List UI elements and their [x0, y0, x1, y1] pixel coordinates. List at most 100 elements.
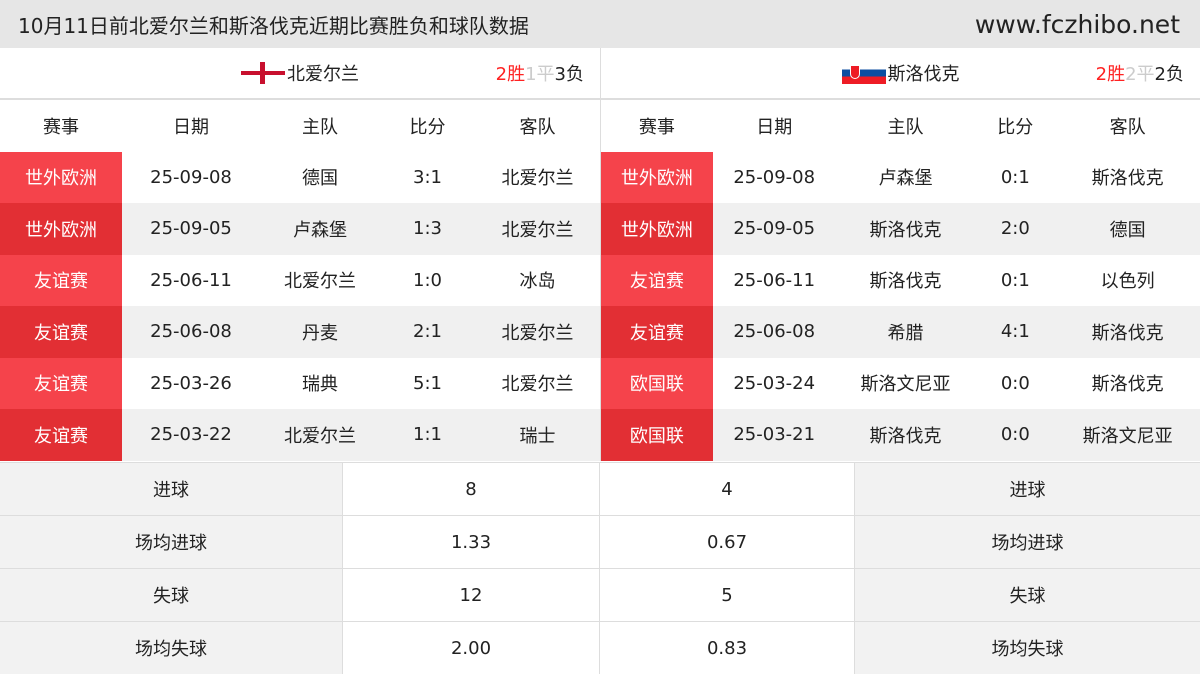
date-cell: 25-09-05	[150, 218, 232, 240]
date-cell: 25-09-05	[733, 218, 816, 240]
away-team-cell: 北爱尔兰	[501, 168, 574, 190]
column-header-row: 赛事 日期 主队 比分 客队	[0, 100, 600, 152]
losses: 2负	[1154, 64, 1184, 85]
score-cell: 1:3	[413, 218, 442, 240]
match-row[interactable]: 欧国联 25-03-24 斯洛文尼亚 0:0 斯洛伐克	[601, 357, 1200, 409]
right-stat-value: 0.83	[600, 622, 855, 674]
competition-cell: 友谊赛	[0, 357, 122, 409]
column-header: 日期	[756, 116, 793, 138]
home-team-cell: 卢森堡	[293, 219, 347, 241]
wins: 2胜	[1095, 64, 1126, 85]
column-header: 赛事	[638, 116, 675, 138]
score-cell: 2:0	[1000, 218, 1030, 240]
date-cell: 25-03-22	[150, 424, 232, 446]
date-cell: 25-06-08	[150, 321, 232, 343]
match-row[interactable]: 友谊赛 25-06-08 丹麦 2:1 北爱尔兰	[0, 306, 600, 358]
stat-label: 场均失球	[855, 622, 1200, 674]
away-team-cell: 斯洛伐克	[1091, 168, 1164, 190]
competition-cell: 欧国联	[601, 357, 713, 409]
competition-cell: 世外欧洲	[601, 151, 713, 203]
competition-cell: 友谊赛	[0, 254, 122, 306]
column-header: 比分	[997, 116, 1034, 138]
away-team-cell: 斯洛伐克	[1091, 322, 1164, 344]
competition-cell: 世外欧洲	[601, 203, 713, 255]
team-name[interactable]: 斯洛伐克	[887, 64, 960, 85]
stat-label: 失球	[855, 569, 1200, 621]
home-team-cell: 北爱尔兰	[284, 425, 356, 447]
wins: 2胜	[495, 64, 526, 85]
stat-label: 场均失球	[0, 622, 343, 674]
match-row[interactable]: 世外欧洲 25-09-08 卢森堡 0:1 斯洛伐克	[601, 151, 1200, 203]
left-stat-value: 8	[343, 463, 600, 515]
record: 2胜1平3负	[496, 60, 584, 86]
score-cell: 3:1	[413, 166, 442, 188]
away-team-cell: 北爱尔兰	[501, 219, 574, 241]
match-row[interactable]: 世外欧洲 25-09-08 德国 3:1 北爱尔兰	[0, 151, 600, 203]
draws: 1平	[525, 64, 555, 85]
home-team-cell: 卢森堡	[878, 168, 933, 190]
score-cell: 4:1	[1000, 321, 1030, 343]
score-cell: 5:1	[413, 372, 442, 394]
stats-row: 场均失球 2.00 0.83 场均失球	[0, 621, 1200, 674]
away-team-cell: 斯洛文尼亚	[1082, 425, 1173, 447]
score-cell: 0:0	[1000, 424, 1030, 446]
home-team-cell: 斯洛伐克	[869, 271, 942, 293]
away-team-cell: 北爱尔兰	[501, 322, 574, 344]
stats-table: 进球 8 4 进球 场均进球 1.33 0.67 场均进球 失球 12 5 失球…	[0, 462, 1200, 674]
match-row[interactable]: 友谊赛 25-03-22 北爱尔兰 1:1 瑞士	[0, 409, 600, 461]
away-team-cell: 冰岛	[519, 271, 556, 293]
away-team-cell: 以色列	[1100, 271, 1155, 293]
right-stat-value: 4	[600, 463, 855, 515]
date-cell: 25-03-21	[733, 424, 816, 446]
column-header: 客队	[519, 116, 556, 138]
column-header: 客队	[1109, 116, 1146, 138]
score-cell: 1:0	[413, 269, 442, 291]
slovakia-flag-icon	[841, 62, 886, 84]
draws: 2平	[1125, 64, 1155, 85]
record: 2胜2平2负	[1096, 60, 1184, 86]
stat-label: 进球	[855, 463, 1200, 515]
date-cell: 25-06-11	[733, 269, 816, 291]
match-row[interactable]: 友谊赛 25-06-08 希腊 4:1 斯洛伐克	[601, 306, 1200, 358]
home-team-cell: 斯洛伐克	[869, 425, 942, 447]
stat-label: 场均进球	[0, 516, 343, 568]
date-cell: 25-03-26	[150, 372, 232, 394]
score-cell: 0:0	[1000, 372, 1030, 394]
competition-cell: 友谊赛	[0, 306, 122, 358]
stats-row: 失球 12 5 失球	[0, 568, 1200, 621]
stat-label: 失球	[0, 569, 343, 621]
away-team-cell: 北爱尔兰	[501, 374, 574, 396]
competition-cell: 友谊赛	[601, 306, 713, 358]
competition-cell: 友谊赛	[601, 254, 713, 306]
team-name[interactable]: 北爱尔兰	[287, 64, 359, 85]
home-team-cell: 丹麦	[302, 322, 338, 344]
column-header: 主队	[302, 116, 338, 138]
match-row[interactable]: 友谊赛 25-06-11 北爱尔兰 1:0 冰岛	[0, 254, 600, 306]
home-team-cell: 德国	[302, 168, 338, 190]
away-team-cell: 斯洛伐克	[1091, 374, 1164, 396]
away-team-cell: 瑞士	[519, 425, 556, 447]
column-header: 主队	[887, 116, 924, 138]
left-stat-value: 12	[343, 569, 600, 621]
home-team-cell: 北爱尔兰	[284, 271, 356, 293]
title-bar: 10月11日前北爱尔兰和斯洛伐克近期比赛胜负和球队数据 www.fczhibo.…	[0, 0, 1200, 48]
team-header: 斯洛伐克 2胜2平2负	[601, 48, 1200, 100]
competition-cell: 欧国联	[601, 409, 713, 461]
match-row[interactable]: 欧国联 25-03-21 斯洛伐克 0:0 斯洛文尼亚	[601, 409, 1200, 461]
competition-cell: 世外欧洲	[0, 203, 122, 255]
match-row[interactable]: 世外欧洲 25-09-05 卢森堡 1:3 北爱尔兰	[0, 203, 600, 255]
page-title: 10月11日前北爱尔兰和斯洛伐克近期比赛胜负和球队数据	[18, 13, 529, 38]
match-row[interactable]: 友谊赛 25-06-11 斯洛伐克 0:1 以色列	[601, 254, 1200, 306]
match-row[interactable]: 友谊赛 25-03-26 瑞典 5:1 北爱尔兰	[0, 357, 600, 409]
site-name[interactable]: www.fczhibo.net	[974, 9, 1180, 39]
date-cell: 25-06-11	[150, 269, 232, 291]
date-cell: 25-09-08	[733, 166, 816, 188]
score-cell: 0:1	[1000, 269, 1030, 291]
right-team-panel: 斯洛伐克 2胜2平2负赛事 日期 主队 比分 客队世外欧洲 25-09-08 卢森堡 0:1 斯…	[600, 48, 1200, 461]
competition-cell: 友谊赛	[0, 409, 122, 461]
home-team-cell: 希腊	[887, 322, 924, 344]
score-cell: 2:1	[413, 321, 442, 343]
match-row[interactable]: 世外欧洲 25-09-05 斯洛伐克 2:0 德国	[601, 203, 1200, 255]
right-stat-value: 5	[600, 569, 855, 621]
column-header: 日期	[173, 116, 209, 138]
